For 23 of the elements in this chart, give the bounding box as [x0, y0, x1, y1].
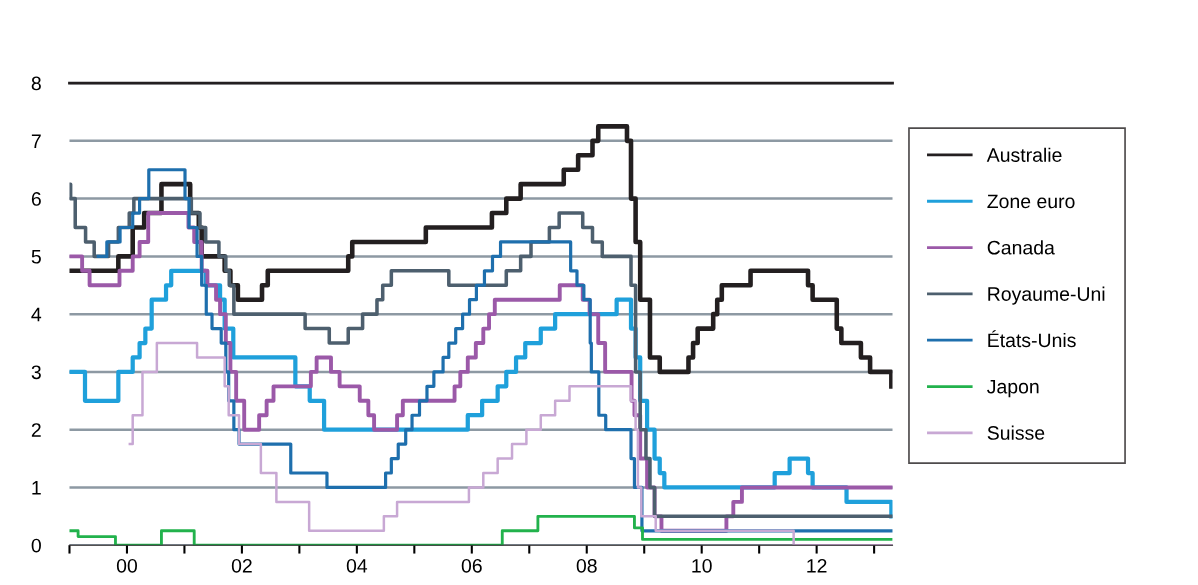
y-tick-label: 4 — [31, 307, 42, 322]
y-tick-label: 7 — [31, 134, 41, 148]
y-tick-label: 3 — [31, 365, 41, 380]
x-tick-label: 04 — [346, 558, 368, 573]
legend-label: Zone euro — [987, 194, 1075, 209]
legend-label: Suisse — [987, 425, 1045, 440]
x-tick-label: 10 — [692, 558, 712, 573]
legend-label: Japon — [987, 379, 1039, 398]
y-tick-label: 1 — [32, 481, 41, 495]
x-tick-label: 02 — [231, 558, 252, 573]
legend-label: Australie — [986, 147, 1062, 162]
x-tick-label: 06 — [461, 558, 482, 573]
x-tick-label: 08 — [576, 558, 597, 573]
legend-label: Royaume-Uni — [988, 286, 1105, 305]
legend-label: Canada — [987, 240, 1055, 255]
y-tick-label: 8 — [31, 76, 41, 91]
y-tick-label: 0 — [31, 538, 41, 553]
y-tick-label: 5 — [31, 250, 41, 264]
x-tick-label: 00 — [116, 558, 138, 573]
legend-label: États-Unis — [988, 330, 1076, 348]
x-tick-label: 12 — [807, 558, 827, 573]
y-tick-label: 6 — [31, 192, 41, 206]
y-tick-label: 2 — [31, 423, 41, 437]
